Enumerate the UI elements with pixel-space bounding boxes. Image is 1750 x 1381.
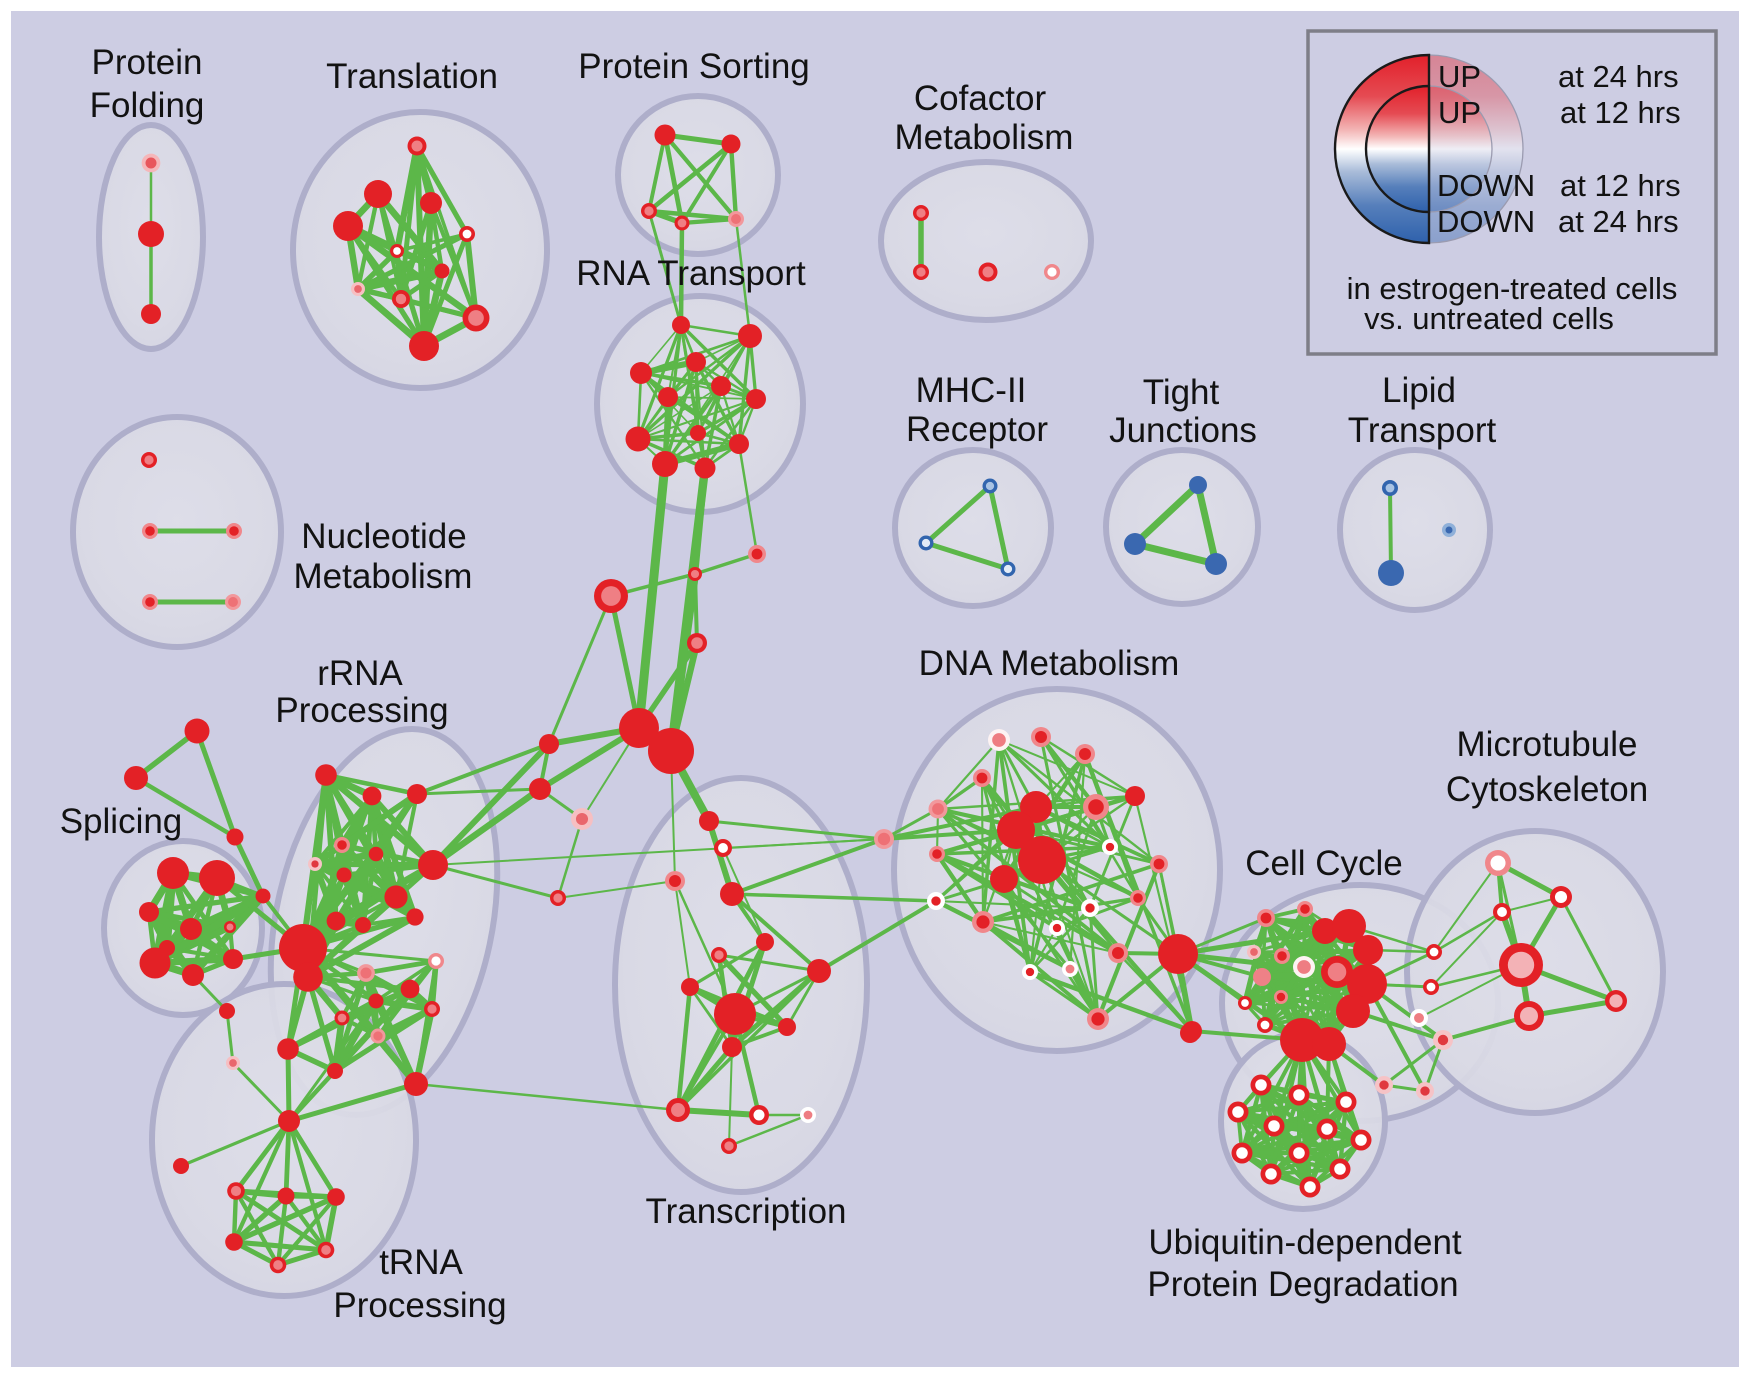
svg-text:Nucleotide: Nucleotide — [301, 517, 466, 556]
svg-text:at 12 hrs: at 12 hrs — [1560, 168, 1681, 203]
svg-text:Protein: Protein — [92, 43, 203, 82]
svg-text:Metabolism: Metabolism — [294, 557, 473, 596]
svg-text:vs. untreated cells: vs. untreated cells — [1364, 301, 1614, 336]
svg-text:Ubiquitin-dependent: Ubiquitin-dependent — [1148, 1223, 1462, 1262]
svg-text:Cofactor: Cofactor — [914, 79, 1047, 118]
svg-text:DNA Metabolism: DNA Metabolism — [919, 644, 1180, 683]
svg-text:in estrogen-treated cells: in estrogen-treated cells — [1347, 271, 1678, 306]
svg-text:Protein Sorting: Protein Sorting — [578, 47, 810, 86]
svg-text:DOWN: DOWN — [1437, 204, 1535, 239]
svg-text:Cell Cycle: Cell Cycle — [1245, 844, 1403, 883]
svg-text:Folding: Folding — [90, 86, 205, 125]
svg-text:Transport: Transport — [1348, 411, 1497, 450]
svg-text:at 12 hrs: at 12 hrs — [1560, 95, 1681, 130]
svg-text:Processing: Processing — [275, 691, 448, 730]
svg-text:Cytoskeleton: Cytoskeleton — [1446, 770, 1648, 809]
svg-text:rRNA: rRNA — [317, 654, 403, 693]
svg-text:Translation: Translation — [326, 57, 498, 96]
svg-text:UP: UP — [1438, 59, 1481, 94]
svg-text:at 24 hrs: at 24 hrs — [1558, 59, 1679, 94]
svg-text:Metabolism: Metabolism — [895, 118, 1074, 157]
svg-text:Splicing: Splicing — [60, 802, 183, 841]
svg-text:RNA Transport: RNA Transport — [576, 254, 806, 293]
svg-text:Transcription: Transcription — [646, 1192, 847, 1231]
svg-text:at 24 hrs: at 24 hrs — [1558, 204, 1679, 239]
svg-text:Processing: Processing — [333, 1286, 506, 1325]
svg-text:Microtubule: Microtubule — [1457, 725, 1638, 764]
svg-text:Protein Degradation: Protein Degradation — [1147, 1265, 1458, 1304]
svg-text:tRNA: tRNA — [379, 1243, 463, 1282]
svg-text:Receptor: Receptor — [906, 410, 1048, 449]
svg-text:DOWN: DOWN — [1437, 168, 1535, 203]
svg-text:UP: UP — [1438, 95, 1481, 130]
svg-text:Junctions: Junctions — [1109, 411, 1257, 450]
svg-text:Lipid: Lipid — [1382, 371, 1456, 410]
svg-text:MHC-II: MHC-II — [916, 371, 1027, 410]
svg-text:Tight: Tight — [1143, 373, 1220, 412]
